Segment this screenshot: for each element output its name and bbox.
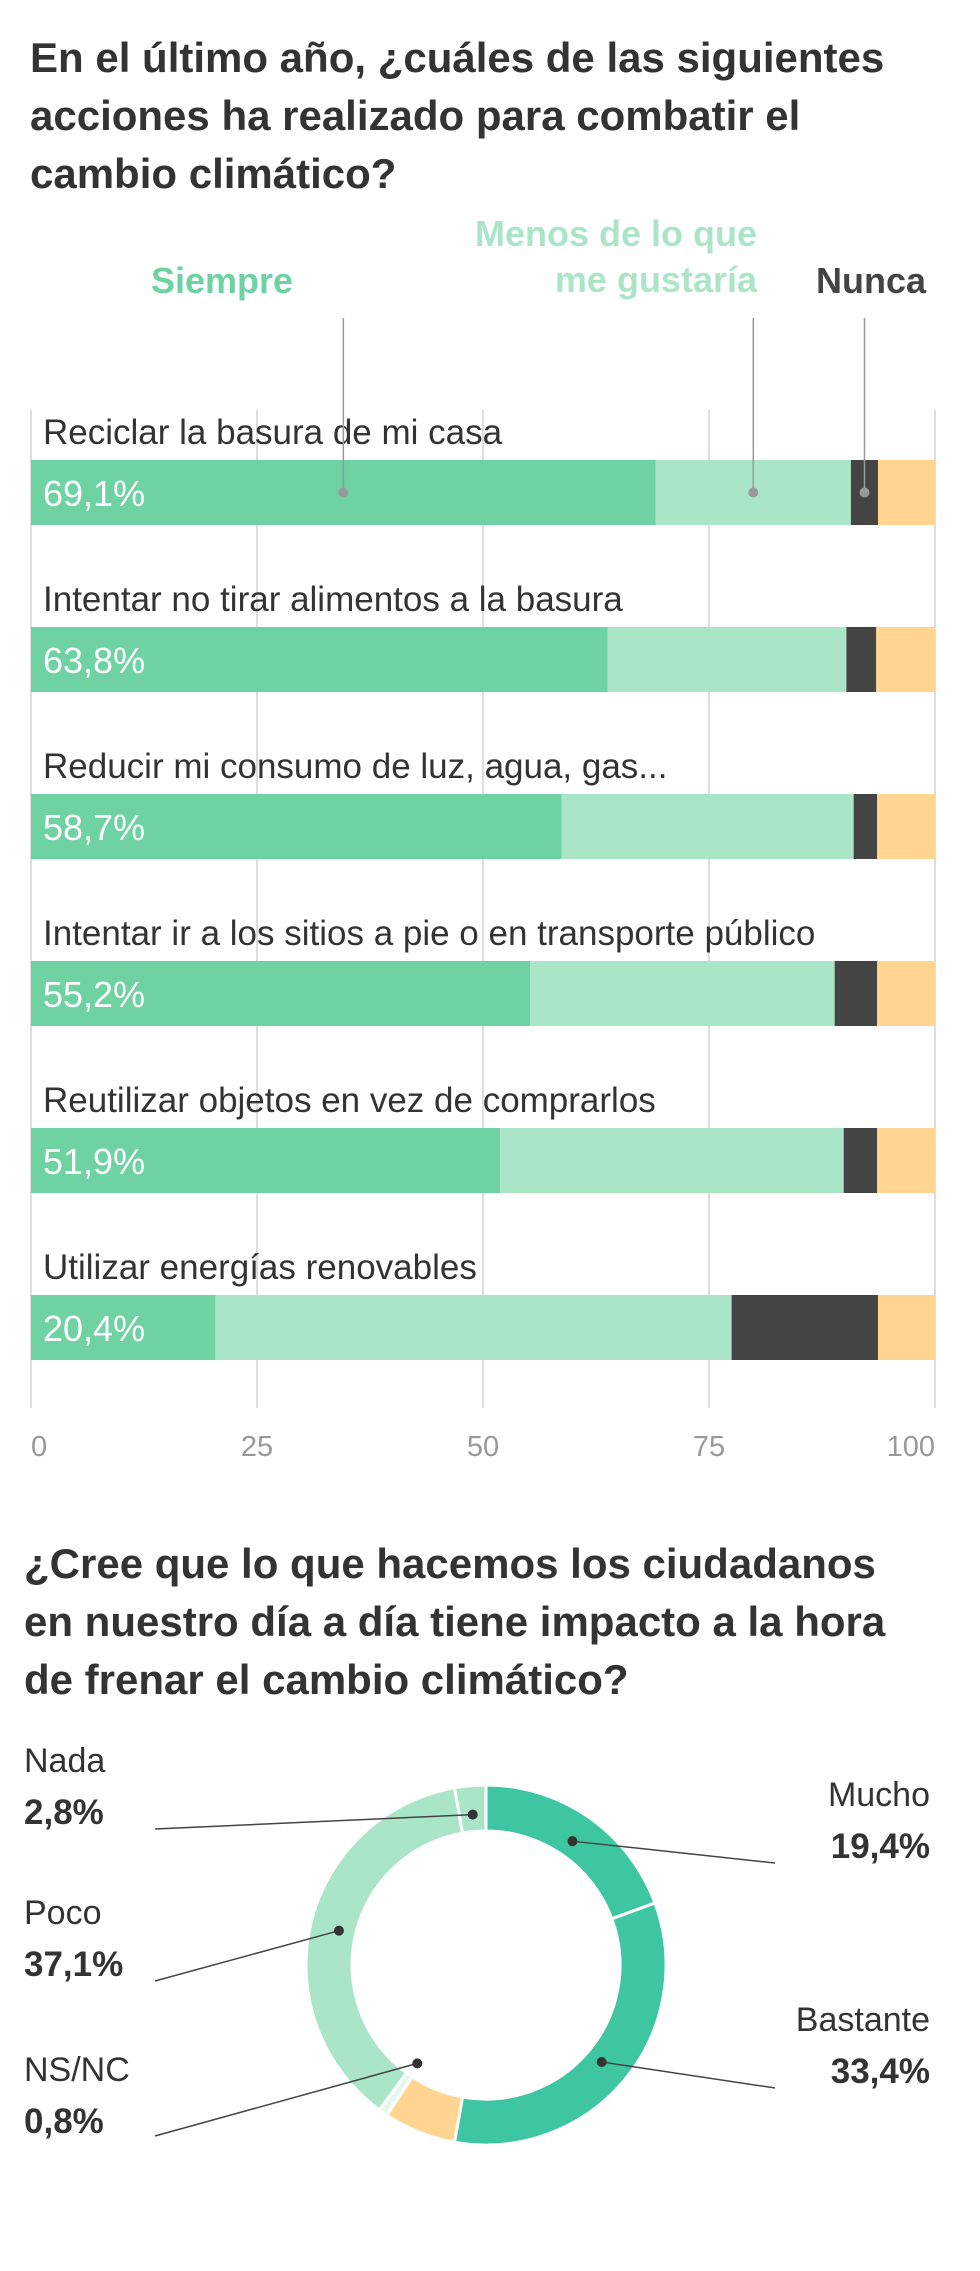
legend-siempre: Siempre: [151, 260, 293, 301]
x-tick-label: 75: [693, 1431, 725, 1463]
donut-leader-dot: [467, 1809, 478, 1820]
bar-segment: [877, 961, 935, 1026]
bar-segment: [876, 627, 935, 692]
bar-segment: [878, 460, 935, 525]
bar-chart-title-line-1: En el último año, ¿cuáles de las siguien…: [30, 34, 884, 81]
bar-chart-title-line-2: acciones ha realizado para combatir el: [30, 92, 800, 139]
donut-slice: [452, 1901, 668, 2147]
bar-segment: [500, 1128, 844, 1193]
bar-segment: [843, 1128, 878, 1193]
donut-leader-line: [154, 2062, 418, 2137]
legend-menos-line-2: me gustaría: [555, 259, 758, 300]
bar-segment: [31, 1128, 501, 1193]
bar-segment: [561, 794, 854, 859]
bar-segment: [530, 961, 835, 1026]
category-label: Intentar no tirar alimentos a la basura: [43, 580, 623, 619]
bar-segment: [834, 961, 878, 1026]
bar-segment: [31, 1295, 216, 1360]
donut-slice: [452, 1783, 488, 1835]
donut-leader-line: [601, 2061, 776, 2089]
donut-value: 37,1%: [24, 1945, 123, 1984]
bar-segment: [31, 961, 531, 1026]
category-label: Reciclar la basura de mi casa: [43, 413, 503, 452]
value-label: 51,9%: [43, 1141, 145, 1182]
donut-leader-line: [572, 1840, 776, 1864]
donut-leader-dot: [567, 1836, 578, 1847]
value-label: 69,1%: [43, 473, 145, 514]
bar-segment: [878, 1295, 935, 1360]
donut-value: 2,8%: [24, 1793, 104, 1832]
donut-slice: [484, 1783, 657, 1921]
x-tick-label: 25: [241, 1431, 273, 1463]
donut-chart: ¿Cree que lo que hacemos los ciudadanos …: [24, 1540, 930, 2147]
category-label: Intentar ir a los sitios a pie o en tran…: [43, 914, 815, 953]
donut-title-line-1: ¿Cree que lo que hacemos los ciudadanos: [24, 1540, 876, 1587]
donut-leader-dot: [333, 1925, 344, 1936]
donut-title-line-2: en nuestro día a día tiene impacto a la …: [24, 1598, 886, 1645]
value-label: 55,2%: [43, 974, 145, 1015]
leader-nunca-dot: [859, 487, 870, 498]
value-label: 20,4%: [43, 1308, 145, 1349]
bar-segment: [877, 794, 935, 859]
bar-segment: [846, 627, 877, 692]
donut-leader-dot: [412, 2058, 423, 2069]
x-tick-label: 0: [31, 1431, 47, 1463]
value-label: 63,8%: [43, 640, 145, 681]
leader-siempre-dot: [338, 487, 349, 498]
donut-label: Nada: [24, 1742, 105, 1780]
donut-leader-dot: [596, 2056, 607, 2067]
donut-value: 19,4%: [831, 1827, 930, 1866]
donut-slice: [304, 1786, 465, 2113]
category-label: Reutilizar objetos en vez de comprarlos: [43, 1081, 656, 1120]
x-tick-label: 50: [467, 1431, 499, 1463]
bar-segment: [31, 627, 608, 692]
donut-label: NS/NC: [24, 2051, 130, 2089]
donut-title-line-3: de frenar el cambio climático?: [24, 1656, 629, 1703]
category-label: Utilizar energías renovables: [43, 1248, 477, 1287]
donut-label: Mucho: [828, 1776, 930, 1814]
donut-value: 0,8%: [24, 2102, 104, 2141]
donut-value: 33,4%: [831, 2052, 930, 2091]
bar-segment: [31, 794, 562, 859]
donut-label: Poco: [24, 1894, 102, 1932]
value-label: 58,7%: [43, 807, 145, 848]
legend-nunca: Nunca: [816, 260, 927, 301]
leader-menos-dot: [748, 487, 759, 498]
donut-leader-line: [154, 1813, 473, 1830]
bar-segment: [853, 794, 878, 859]
donut-leader-line: [154, 1929, 340, 1982]
donut-label: Bastante: [796, 2001, 930, 2039]
bar-segment: [215, 1295, 732, 1360]
bar-chart-title-line-3: cambio climático?: [30, 150, 396, 197]
stacked-bar-chart: En el último año, ¿cuáles de las siguien…: [30, 34, 936, 1463]
legend-menos-line-1: Menos de lo que: [475, 213, 757, 254]
bar-segment: [877, 1128, 935, 1193]
x-tick-label: 100: [887, 1431, 935, 1463]
bar-segment: [607, 627, 847, 692]
bar-segment: [731, 1295, 879, 1360]
category-label: Reducir mi consumo de luz, agua, gas...: [43, 747, 667, 786]
